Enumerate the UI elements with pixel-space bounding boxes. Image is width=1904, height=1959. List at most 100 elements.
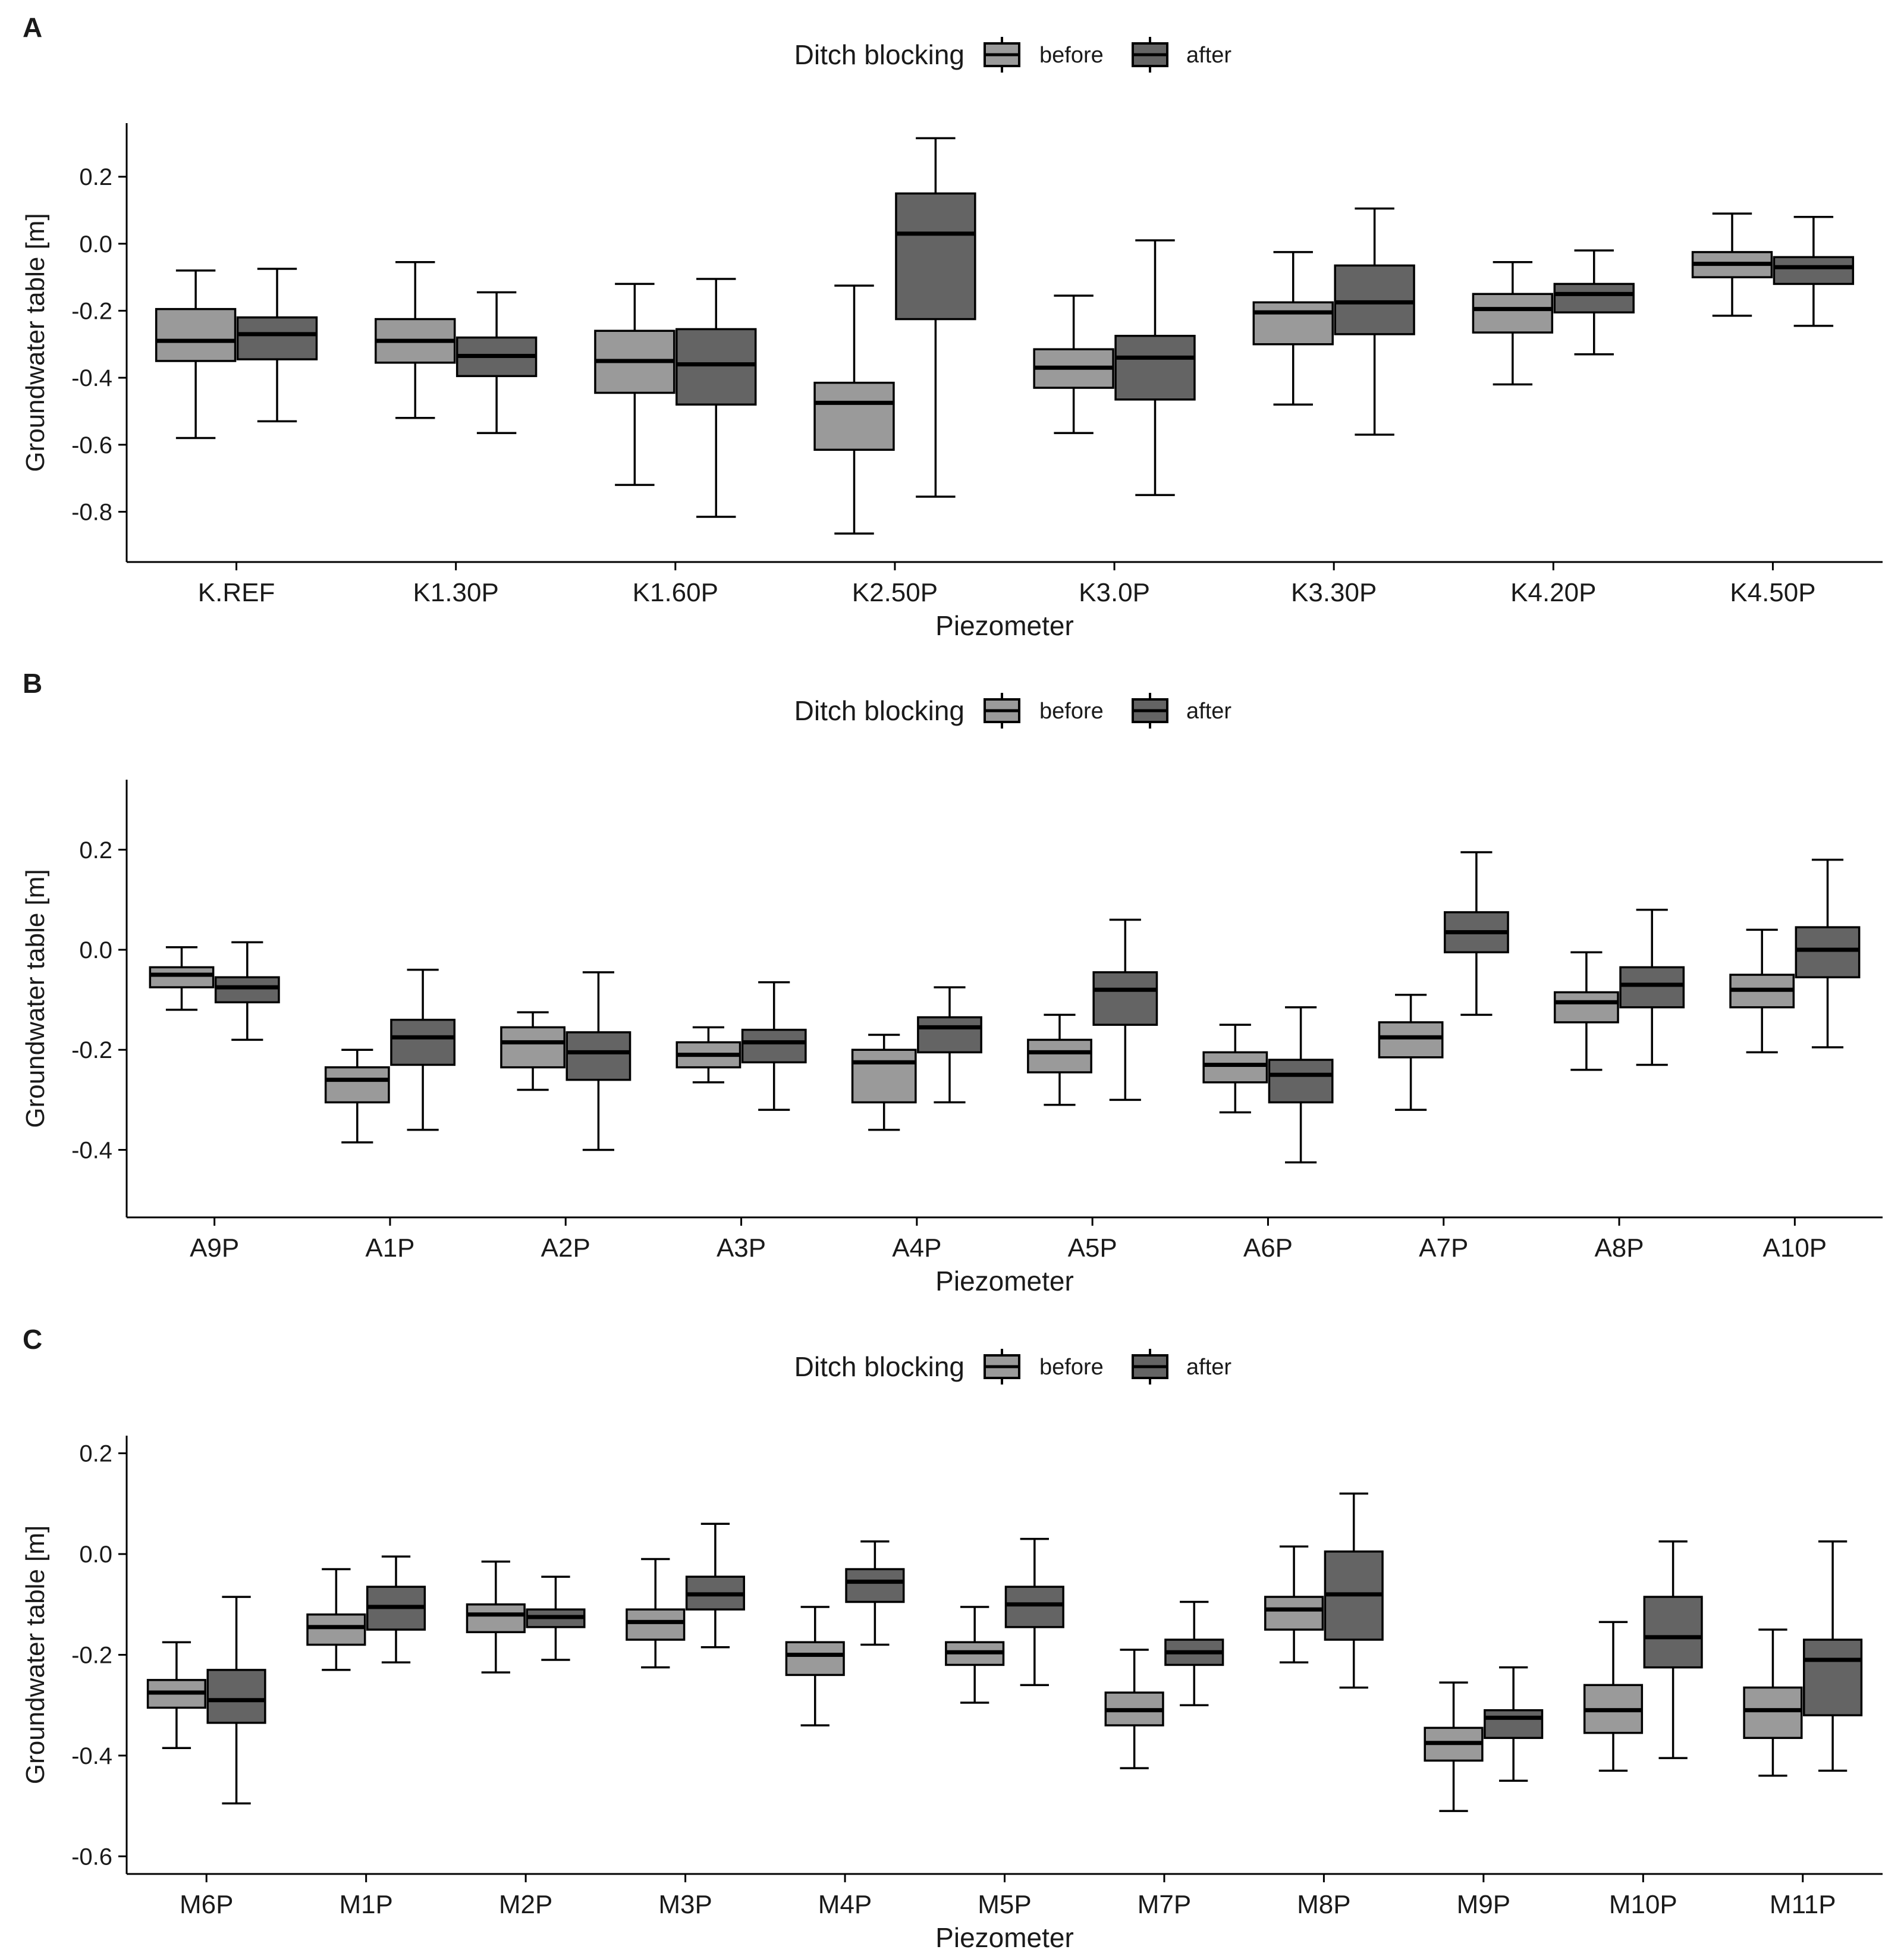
iqr-box bbox=[1252, 301, 1334, 346]
box-before bbox=[149, 946, 215, 1011]
box-before bbox=[375, 261, 456, 419]
x-tick-label: M6P bbox=[180, 1890, 233, 1919]
box-after bbox=[1164, 1600, 1224, 1706]
box-before bbox=[1378, 993, 1444, 1111]
box-before bbox=[1264, 1545, 1324, 1663]
y-tick-label: 0.2 bbox=[79, 837, 112, 864]
box-after bbox=[1334, 207, 1415, 436]
y-tick-label: -0.2 bbox=[71, 298, 112, 324]
iqr-box bbox=[1553, 991, 1619, 1024]
y-tick-label: 0.2 bbox=[79, 164, 112, 190]
iqr-box bbox=[1334, 264, 1415, 335]
x-tick-label: A8P bbox=[1594, 1233, 1644, 1263]
legend-key-before bbox=[984, 693, 1020, 729]
box-after bbox=[455, 291, 538, 434]
iqr-box bbox=[813, 381, 895, 451]
y-tick-label: 0.2 bbox=[79, 1441, 112, 1467]
iqr-box bbox=[675, 328, 757, 406]
box-after bbox=[1444, 851, 1509, 1016]
box-after bbox=[1114, 239, 1196, 497]
box-before bbox=[1553, 951, 1619, 1071]
iqr-box bbox=[206, 1669, 266, 1724]
iqr-box bbox=[845, 1568, 905, 1603]
iqr-box bbox=[324, 1066, 390, 1104]
box-after bbox=[236, 268, 318, 423]
legend-title: Ditch blocking bbox=[794, 1351, 964, 1382]
box-before bbox=[306, 1568, 366, 1671]
y-axis-label: Groundwater table [m] bbox=[21, 869, 50, 1128]
box-before bbox=[813, 284, 895, 535]
box-after bbox=[526, 1575, 586, 1661]
iqr-box bbox=[149, 966, 215, 988]
x-tick-label: M1P bbox=[339, 1890, 392, 1919]
iqr-box bbox=[155, 307, 237, 362]
panel-label: B bbox=[23, 668, 42, 699]
box-after bbox=[1773, 215, 1855, 327]
iqr-box bbox=[917, 1016, 982, 1054]
iqr-box bbox=[1795, 926, 1861, 979]
iqr-box bbox=[1773, 256, 1855, 285]
legend: Ditch blocking before after bbox=[794, 37, 1231, 73]
x-tick-label: A1P bbox=[365, 1233, 414, 1263]
panel-label: C bbox=[23, 1324, 42, 1355]
x-tick-label: M4P bbox=[818, 1890, 872, 1919]
y-tick-label: -0.2 bbox=[71, 1037, 112, 1063]
box-after bbox=[1619, 908, 1685, 1066]
box-after bbox=[390, 968, 456, 1131]
y-tick-label: -0.6 bbox=[71, 432, 112, 459]
x-tick-label: M7P bbox=[1138, 1890, 1191, 1919]
box-after bbox=[917, 986, 982, 1104]
x-tick-label: A6P bbox=[1243, 1233, 1293, 1263]
iqr-box bbox=[851, 1048, 917, 1104]
iqr-box bbox=[1553, 282, 1635, 314]
legend-label-after: after bbox=[1186, 1355, 1231, 1380]
box-after bbox=[206, 1596, 266, 1805]
x-tick-label: A7P bbox=[1419, 1233, 1468, 1263]
box-before bbox=[500, 1011, 566, 1091]
box-before bbox=[146, 1641, 206, 1749]
x-axis-label: Piezometer bbox=[935, 1922, 1074, 1953]
iqr-box bbox=[741, 1028, 807, 1063]
x-tick-label: A4P bbox=[892, 1233, 941, 1263]
y-tick-label: -0.4 bbox=[71, 1743, 112, 1769]
legend-key-before bbox=[984, 37, 1020, 73]
y-axis-label: Groundwater table [m] bbox=[21, 1525, 50, 1784]
y-tick-label: -0.4 bbox=[71, 1137, 112, 1163]
x-tick-label: K2.50P bbox=[852, 578, 938, 607]
iqr-box bbox=[626, 1608, 686, 1641]
legend: Ditch blocking before after bbox=[794, 1349, 1231, 1385]
iqr-box bbox=[214, 976, 280, 1004]
box-after bbox=[845, 1540, 905, 1646]
y-tick-label: -0.2 bbox=[71, 1643, 112, 1669]
x-axis-label: Piezometer bbox=[935, 1266, 1074, 1296]
iqr-box bbox=[1484, 1709, 1544, 1740]
iqr-box bbox=[500, 1026, 566, 1069]
iqr-box bbox=[1743, 1686, 1803, 1740]
box-after bbox=[895, 137, 976, 498]
box-after bbox=[685, 1522, 745, 1649]
iqr-box bbox=[1004, 1586, 1064, 1628]
box-before bbox=[594, 282, 675, 486]
iqr-box bbox=[306, 1613, 366, 1646]
x-tick-label: K4.20P bbox=[1510, 578, 1596, 607]
box-after bbox=[1795, 858, 1861, 1048]
iqr-box bbox=[1472, 293, 1554, 334]
x-tick-label: M5P bbox=[978, 1890, 1031, 1919]
box-before bbox=[1729, 928, 1795, 1054]
iqr-box bbox=[785, 1641, 845, 1677]
box-after bbox=[1484, 1666, 1544, 1782]
box-before bbox=[324, 1048, 390, 1144]
y-tick-label: 0.0 bbox=[79, 1542, 112, 1568]
iqr-box bbox=[466, 1603, 526, 1634]
legend-key-after bbox=[1132, 37, 1168, 73]
panel-c: C Ditch blocking before after 0.2 0.0 -0.2 -0.4… bbox=[21, 1324, 1883, 1953]
box-before bbox=[1743, 1628, 1803, 1777]
iqr-box bbox=[1643, 1596, 1703, 1669]
box-after bbox=[1803, 1540, 1863, 1772]
iqr-box bbox=[1619, 966, 1685, 1009]
box-before bbox=[1104, 1649, 1164, 1769]
iqr-box bbox=[1803, 1638, 1863, 1716]
x-tick-label: M10P bbox=[1609, 1890, 1677, 1919]
x-tick-label: A2P bbox=[541, 1233, 590, 1263]
